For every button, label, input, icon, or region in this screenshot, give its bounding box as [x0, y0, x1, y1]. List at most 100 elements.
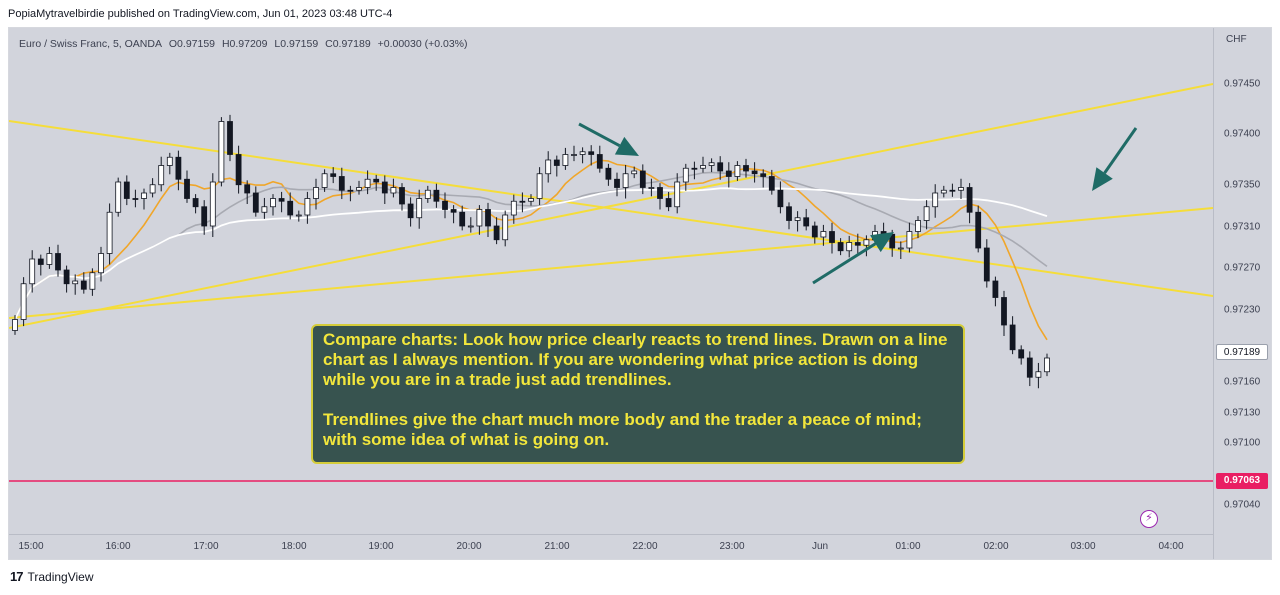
candle-body — [743, 165, 749, 172]
candle-body — [958, 187, 964, 191]
candle-body — [252, 192, 259, 213]
candle-body — [313, 187, 319, 199]
candle-body — [459, 211, 466, 227]
time-tick: 02:00 — [983, 541, 1009, 552]
candle-body — [63, 269, 70, 285]
candle-body — [123, 181, 130, 199]
candle-body — [424, 189, 431, 199]
candle-body — [614, 178, 620, 188]
candle-body — [811, 225, 818, 238]
candle-body — [476, 209, 483, 227]
published-line: PopiaMytravelbirdie published on Trading… — [8, 8, 393, 20]
candle-body — [37, 258, 44, 265]
candle-body — [639, 170, 646, 188]
candle-body — [72, 280, 79, 285]
candle-body — [510, 200, 517, 216]
candle-body — [1018, 349, 1025, 359]
candle-body — [657, 187, 663, 199]
annotation-paragraph-2: Trendlines give the chart much more body… — [323, 410, 922, 449]
candle-body — [80, 280, 87, 290]
trendline — [9, 120, 1213, 297]
candle-body — [579, 151, 586, 155]
annotation-arrow-head — [870, 232, 894, 253]
time-tick: 17:00 — [193, 541, 219, 552]
ohlc-low: L0.97159 — [274, 38, 319, 50]
candle-body — [820, 231, 827, 238]
candle-body — [433, 189, 440, 202]
price-axis[interactable]: CHF 0.97450 0.97400 0.97350 0.97310 0.97… — [1213, 28, 1271, 559]
candle-body — [528, 198, 534, 202]
candle-body — [536, 173, 543, 199]
price-tick: 0.97270 — [1224, 262, 1261, 274]
candle-body — [98, 253, 104, 274]
candle-body — [966, 187, 973, 213]
candle-body — [622, 173, 629, 188]
price-tick: 0.97100 — [1224, 437, 1261, 449]
candle-body — [596, 154, 603, 169]
candle-body — [691, 167, 698, 170]
footer-brand[interactable]: 17 TradingView — [10, 569, 94, 584]
candle-body — [768, 176, 775, 191]
chart-plot-area[interactable]: Euro / Swiss Franc, 5, OANDA O0.97159 H0… — [9, 28, 1213, 534]
candle-body — [923, 206, 930, 221]
candle-body — [553, 159, 560, 166]
ohlc-close: C0.97189 — [325, 38, 371, 50]
candle-body — [777, 189, 784, 208]
candle-body — [29, 258, 36, 285]
candle-body — [708, 162, 715, 166]
symbol-legend[interactable]: Euro / Swiss Franc, 5, OANDA O0.97159 H0… — [19, 38, 472, 50]
price-tick: 0.97160 — [1224, 376, 1261, 388]
candle-body — [270, 198, 276, 208]
candle-body — [837, 242, 844, 252]
ma-slow-line — [14, 187, 1048, 320]
time-tick: 20:00 — [456, 541, 482, 552]
price-tick: 0.97350 — [1224, 179, 1261, 191]
candle-body — [992, 280, 999, 298]
candle-body — [89, 272, 96, 290]
ohlc-open: O0.97159 — [168, 38, 216, 50]
brand-name: TradingView — [27, 569, 94, 584]
candle-body — [278, 198, 285, 202]
lightning-icon[interactable]: ⚡ — [1140, 510, 1158, 528]
published-header: PopiaMytravelbirdie published on Trading… — [8, 8, 392, 20]
annotation-arrow-head — [614, 136, 639, 156]
candle-body — [55, 253, 61, 271]
annotation-paragraph-1: Compare charts: Look how price clearly r… — [323, 330, 948, 389]
candle-body — [545, 159, 552, 175]
candle-body — [760, 173, 767, 177]
chart-frame[interactable]: Euro / Swiss Franc, 5, OANDA O0.97159 H0… — [8, 27, 1272, 560]
candle-body — [442, 200, 448, 210]
candle-body — [235, 154, 242, 186]
candle-body — [674, 181, 681, 208]
candle-body — [373, 178, 380, 183]
currency-label[interactable]: CHF — [1226, 34, 1247, 45]
candle-body — [356, 187, 362, 191]
candle-body — [192, 198, 199, 208]
annotation-textbox[interactable]: Compare charts: Look how price clearly r… — [311, 324, 965, 464]
candle-body — [588, 151, 595, 155]
candle-body — [502, 214, 509, 241]
candle-body — [399, 187, 405, 205]
candle-body — [244, 184, 251, 194]
candle-body — [166, 156, 173, 166]
candle-body — [295, 214, 302, 217]
candle-body — [20, 283, 27, 320]
time-axis[interactable]: 15:00 16:00 17:00 18:00 19:00 20:00 21:0… — [9, 534, 1213, 559]
time-tick: 21:00 — [544, 541, 570, 552]
time-tick: 18:00 — [281, 541, 307, 552]
candle-body — [149, 184, 156, 194]
candle-body — [338, 176, 345, 191]
candle-body — [1001, 297, 1007, 326]
candle-body — [949, 189, 956, 192]
ma-mid-line — [14, 171, 1048, 320]
candle-body — [717, 162, 724, 172]
candle-body — [106, 211, 113, 254]
symbol-name[interactable]: Euro / Swiss Franc, 5, OANDA — [19, 38, 162, 50]
candle-body — [1044, 357, 1050, 373]
candle-body — [854, 242, 861, 246]
price-tick: 0.97310 — [1224, 221, 1261, 233]
chart-canvas[interactable] — [9, 28, 1213, 534]
candle-body — [829, 231, 835, 243]
candle-body — [321, 173, 328, 188]
candle-body — [803, 217, 810, 227]
